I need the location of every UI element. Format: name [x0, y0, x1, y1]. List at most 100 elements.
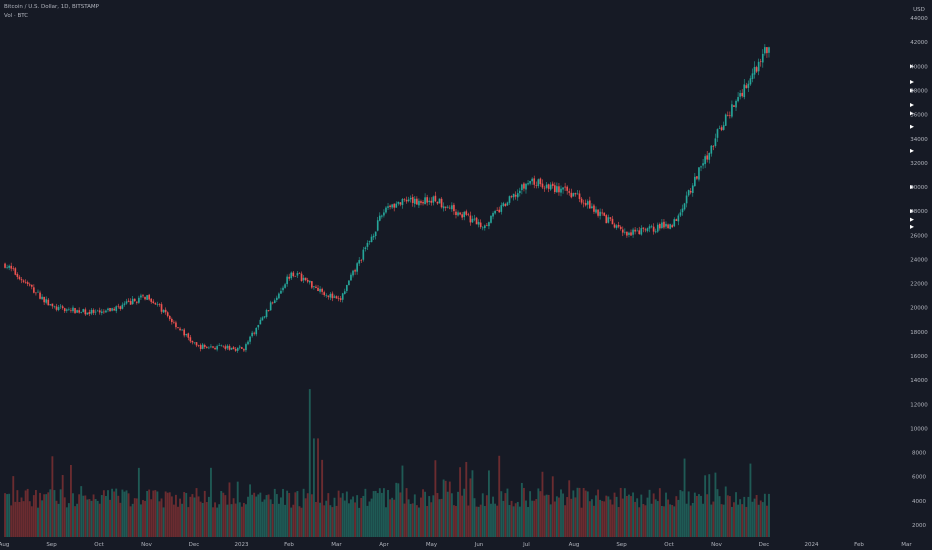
volume-bar [656, 501, 659, 537]
candle [424, 193, 426, 205]
candle [648, 224, 651, 233]
volume-bar [117, 495, 120, 537]
volume-bar [234, 503, 237, 537]
candle [321, 287, 323, 295]
volume-bar [337, 490, 340, 537]
volume-bar [617, 507, 620, 537]
candle [273, 298, 276, 304]
volume-bar [224, 495, 227, 537]
volume-bar [12, 476, 15, 537]
candle [18, 275, 21, 281]
candle [129, 298, 132, 305]
volume-bar [92, 494, 95, 537]
time-axis-label: Dec [189, 542, 200, 548]
candle [90, 308, 93, 316]
candle [41, 294, 43, 300]
candle [486, 222, 488, 227]
candle [759, 58, 762, 67]
volume-bar [339, 497, 342, 537]
candle [378, 212, 381, 222]
candle [539, 177, 542, 187]
volume-bar [630, 496, 632, 537]
candle [94, 309, 97, 316]
volume-bar [749, 463, 752, 537]
candle [638, 226, 641, 235]
volume-bar [53, 490, 56, 537]
candle [49, 304, 52, 306]
candle [372, 233, 375, 240]
volume-bar [681, 491, 684, 537]
volume-bar [471, 470, 474, 537]
volume-bar [733, 502, 735, 537]
volume-bar [144, 500, 146, 537]
candle [667, 223, 669, 230]
candle [45, 296, 48, 305]
candle [671, 223, 674, 228]
candle [245, 342, 247, 353]
candle [370, 234, 373, 243]
volume-bar [768, 493, 770, 537]
time-axis-label: Jun [474, 542, 484, 548]
volume-bar [259, 492, 262, 537]
candle [181, 328, 183, 331]
candle [271, 301, 274, 305]
candle [659, 222, 661, 231]
volume-bar [512, 506, 515, 537]
volume-bar [605, 495, 608, 537]
volume-bar [438, 499, 441, 537]
volume-bar [751, 501, 754, 537]
volume-bar [759, 500, 762, 537]
candle [654, 228, 657, 234]
volume-bar [757, 504, 760, 537]
candle [195, 342, 198, 348]
candle [286, 274, 288, 287]
volume-bar [378, 488, 381, 537]
volume-bar [364, 488, 367, 537]
volume-bar [356, 495, 359, 537]
time-axis-label: Apr [379, 542, 389, 548]
candle [673, 217, 676, 228]
candle [551, 181, 554, 189]
volume-bar [465, 461, 468, 537]
candle [599, 208, 601, 220]
candle [4, 262, 6, 269]
symbol-title[interactable]: Bitcoin / U.S. Dollar, 1D, BITSTAMP [4, 4, 99, 10]
volume-bar [170, 496, 173, 537]
volume-bar [687, 491, 690, 537]
candle [609, 217, 612, 222]
candle [574, 192, 577, 197]
candle [333, 294, 336, 299]
price-candles [4, 44, 770, 353]
candle [440, 197, 443, 209]
volume-bar [481, 493, 484, 537]
volume-bar [529, 491, 532, 537]
candle [280, 287, 282, 295]
candle [65, 308, 68, 313]
volume-bar [580, 507, 583, 537]
time-axis-label: 2024 [805, 542, 819, 548]
volume-bar [261, 501, 264, 537]
candle [265, 308, 268, 319]
volume-legend[interactable]: Vol · BTC [4, 13, 29, 19]
volume-bar [442, 479, 445, 537]
candle [535, 181, 538, 189]
candle [650, 224, 653, 229]
volume-bar [210, 467, 212, 537]
candle [751, 68, 754, 83]
price-axis-label: 28000 [910, 209, 928, 215]
volume-bar [650, 503, 653, 537]
volume-bar [436, 493, 439, 537]
volume-bar [154, 490, 157, 537]
price-marker [910, 80, 914, 85]
candle [422, 200, 424, 206]
candle [16, 272, 19, 280]
candle [646, 227, 649, 233]
volume-bar [181, 503, 184, 537]
volume-bar [533, 500, 536, 537]
volume-bar [90, 500, 93, 537]
candle [360, 258, 363, 264]
candle [761, 49, 764, 68]
price-axis-label: 22000 [910, 282, 928, 288]
volume-bar [555, 496, 558, 537]
